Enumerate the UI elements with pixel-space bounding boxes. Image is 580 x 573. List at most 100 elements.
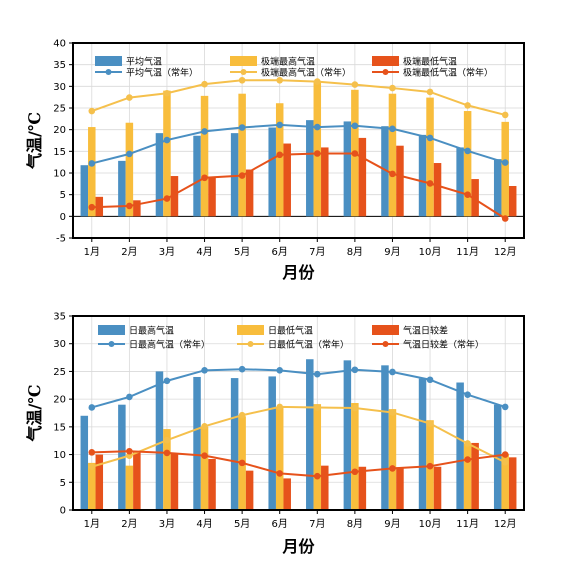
x-tick-label: 6月 [272,246,288,258]
bar-2-6 [275,408,284,510]
bar-1-4 [193,376,201,510]
plot-frame [72,42,525,239]
bar-2-4 [200,95,209,217]
legend-label: 极端最高气温（常年） [261,67,351,79]
line-point-1-11 [464,147,471,155]
line-point-3-8 [351,150,359,157]
x-tick-label: 4月 [196,246,212,258]
line-point-3-9 [389,170,396,178]
line-point-1-5 [238,365,246,373]
line-point-1-2 [126,393,133,401]
bar-3-11 [471,442,479,510]
bar-1-9 [381,365,389,510]
bar-2-4 [200,426,209,510]
y-tick-label: 25 [53,367,66,378]
line-point-3-10 [426,462,434,470]
bar-1-8 [343,121,352,217]
y-tick-label: 40 [53,39,66,50]
y-tick-label: 35 [53,60,66,71]
bar-3-8 [358,466,367,510]
line-point-1-11 [464,391,471,399]
line-point-1-9 [389,125,396,133]
line-series-1 [91,368,506,409]
legend-swatch-marker [382,341,389,347]
line-point-2-7 [313,404,321,411]
bar-1-3 [155,371,164,510]
y-tick-label: 0 [60,506,66,517]
bar-3-4 [208,176,216,217]
line-point-2-6 [276,76,284,84]
x-axis-label: 月份 [281,537,315,556]
bar-2-1 [88,127,96,217]
bar-3-9 [396,145,404,217]
bar-3-5 [245,169,254,217]
legend-label: 日最高气温（常年） [129,339,210,351]
line-point-1-4 [201,367,208,374]
line-point-3-7 [313,472,321,480]
y-tick-label: 30 [53,82,66,93]
plot-frame [72,315,525,511]
x-tick-label: 3月 [159,518,175,530]
x-tick-label: 12月 [494,518,517,530]
line-series-3 [91,450,506,478]
line-point-3-4 [201,452,208,459]
y-tick-label: 30 [53,339,66,350]
bar-3-2 [133,200,141,217]
line-series-2 [91,79,506,116]
line-point-2-5 [238,411,246,419]
bar-2-8 [351,403,359,510]
line-point-3-3 [163,195,171,202]
legend-label: 极端最高气温 [261,56,315,68]
bar-1-10 [418,134,427,217]
bar-1-9 [381,126,389,217]
bar-2-11 [463,111,472,217]
bar-1-10 [418,378,427,510]
legend-label: 气温日较差 [403,325,448,337]
line-point-2-1 [88,107,96,115]
bar-1-11 [456,382,464,510]
line-point-2-5 [238,76,246,84]
line-point-1-7 [313,370,321,378]
y-tick-label: -5 [56,234,66,245]
line-point-1-1 [88,404,96,411]
line-point-2-9 [389,409,396,416]
line-point-3-11 [464,456,471,463]
chart-2: 0 5 10 15 20 25 30 35 1月 2月 3月 4月 5月 6月 7月 8月 9月 10月 11月 12… [25,312,525,556]
bar-2-7 [313,404,322,510]
bar-2-10 [426,97,434,217]
x-tick-label: 11月 [456,518,479,530]
y-tick-label: 10 [53,450,66,461]
line-point-1-12 [501,403,509,411]
legend-label: 极端最低气温（常年） [403,67,493,79]
legend-swatch-bar [98,325,125,335]
line-point-3-7 [313,150,321,157]
line-point-2-10 [426,88,434,96]
bar-1-5 [230,378,239,510]
line-point-2-8 [351,81,359,88]
bar-1-11 [456,147,464,217]
x-tick-label: 8月 [347,518,363,530]
bar-2-11 [463,443,472,510]
bar-1-12 [493,404,502,510]
line-point-2-12 [501,111,509,119]
y-tick-label: 15 [53,147,66,158]
y-axis-label: 气温/℃ [25,112,44,170]
x-tick-label: 5月 [234,246,250,258]
legend-swatch-bar [372,56,399,66]
line-point-1-3 [163,136,171,144]
line-point-2-9 [389,84,396,92]
y-tick-label: 20 [53,125,66,136]
line-point-3-4 [201,174,208,182]
x-tick-label: 6月 [272,518,288,530]
line-series-2 [91,405,506,468]
bar-2-2 [125,122,134,217]
bar-3-3 [170,453,179,510]
line-series-3 [91,152,506,220]
line-point-2-8 [351,404,359,412]
line-point-1-2 [126,150,133,158]
line-point-3-2 [126,202,133,210]
bar-3-1 [95,454,104,510]
line-point-1-4 [201,128,208,135]
line-point-2-7 [313,78,321,85]
bar-2-12 [501,121,509,217]
